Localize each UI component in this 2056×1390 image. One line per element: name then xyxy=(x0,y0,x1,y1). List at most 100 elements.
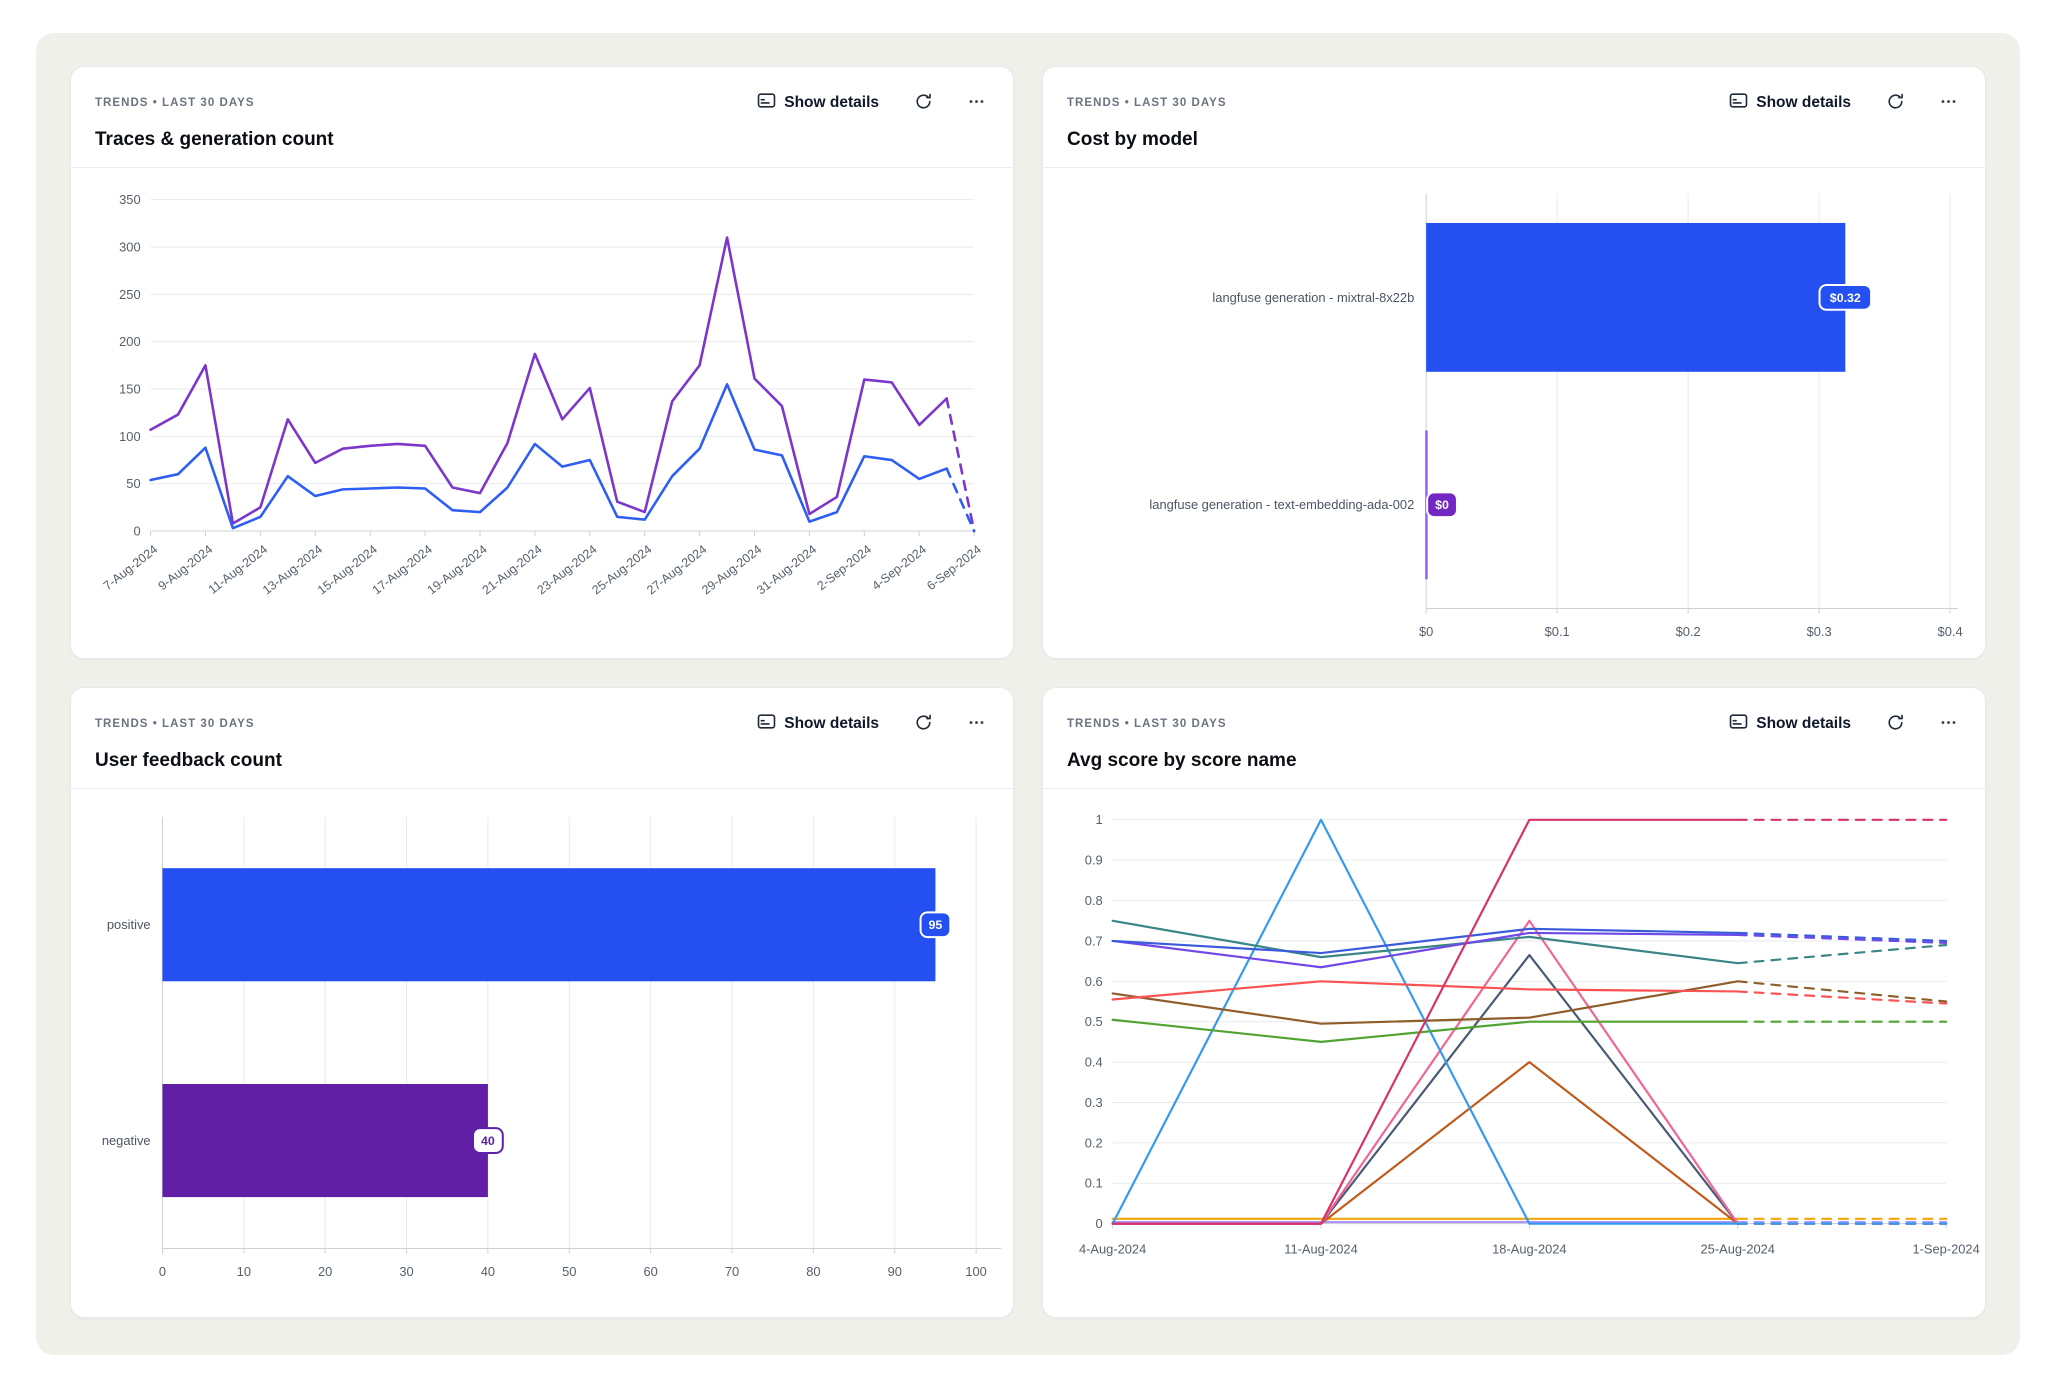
svg-text:0: 0 xyxy=(133,524,140,539)
avg-score-chart: 0 0.1 0.2 0.3 0.4 0.5 0.6 0.7 0.8 0.9 1 4-Aug-2024 1… xyxy=(1079,812,1980,1256)
show-details-button[interactable]: Show details xyxy=(751,708,885,740)
svg-text:70: 70 xyxy=(725,1264,739,1279)
show-details-label: Show details xyxy=(1756,715,1851,732)
svg-text:29-Aug-2024: 29-Aug-2024 xyxy=(699,542,764,597)
svg-text:positive: positive xyxy=(107,917,151,932)
svg-text:25-Aug-2024: 25-Aug-2024 xyxy=(589,542,654,597)
svg-text:0.7: 0.7 xyxy=(1085,933,1103,948)
svg-text:11-Aug-2024: 11-Aug-2024 xyxy=(1284,1241,1358,1256)
card-title: User feedback count xyxy=(95,750,282,771)
more-menu-button[interactable] xyxy=(1934,708,1963,740)
card-cost-by-model: TRENDS • LAST 30 DAYS Show details xyxy=(1042,66,1986,659)
dashboard-grid: TRENDS • LAST 30 DAYS Show details xyxy=(70,66,1986,1318)
svg-text:$0.3: $0.3 xyxy=(1807,624,1832,639)
card-title: Cost by model xyxy=(1067,129,1198,150)
svg-text:23-Aug-2024: 23-Aug-2024 xyxy=(534,542,599,597)
svg-text:1-Sep-2024: 1-Sep-2024 xyxy=(1912,1241,1979,1256)
refresh-button[interactable] xyxy=(1881,708,1910,740)
svg-text:7-Aug-2024: 7-Aug-2024 xyxy=(101,542,161,593)
svg-text:300: 300 xyxy=(119,239,140,254)
svg-text:0.6: 0.6 xyxy=(1085,974,1103,989)
details-icon xyxy=(757,91,776,115)
more-menu-button[interactable] xyxy=(1934,87,1963,119)
refresh-button[interactable] xyxy=(909,87,938,119)
svg-text:2-Sep-2024: 2-Sep-2024 xyxy=(814,542,874,593)
details-icon xyxy=(1729,91,1748,115)
svg-text:4-Sep-2024: 4-Sep-2024 xyxy=(869,542,929,593)
card-eyebrow: TRENDS • LAST 30 DAYS xyxy=(95,97,255,109)
card-avg-score: TRENDS • LAST 30 DAYS Show details xyxy=(1042,687,1986,1318)
refresh-button[interactable] xyxy=(909,708,938,740)
svg-text:negative: negative xyxy=(102,1133,151,1148)
card-header: TRENDS • LAST 30 DAYS Show details xyxy=(1043,688,1985,789)
dashboard-panel: TRENDS • LAST 30 DAYS Show details xyxy=(36,33,2020,1355)
card-eyebrow: TRENDS • LAST 30 DAYS xyxy=(1067,97,1227,109)
more-menu-button[interactable] xyxy=(962,708,991,740)
show-details-label: Show details xyxy=(784,715,879,732)
svg-text:150: 150 xyxy=(119,381,140,396)
card-body: $0 $0.1 $0.2 $0.3 $0.4 langfuse generation - … xyxy=(1043,168,1985,658)
cost-by-model-chart: $0 $0.1 $0.2 $0.3 $0.4 langfuse generation - … xyxy=(1149,193,1963,639)
more-menu-button[interactable] xyxy=(962,87,991,119)
show-details-button[interactable]: Show details xyxy=(1723,708,1857,740)
details-icon xyxy=(757,712,776,736)
svg-text:$0: $0 xyxy=(1435,498,1449,512)
ellipsis-icon xyxy=(1939,92,1958,114)
show-details-label: Show details xyxy=(1756,94,1851,111)
svg-text:80: 80 xyxy=(806,1264,820,1279)
svg-text:0.4: 0.4 xyxy=(1085,1055,1103,1070)
svg-text:4-Aug-2024: 4-Aug-2024 xyxy=(1079,1241,1146,1256)
traces-generation-chart: 0501001502002503003507-Aug-20249-Aug-202… xyxy=(101,192,984,597)
svg-text:31-Aug-2024: 31-Aug-2024 xyxy=(754,542,819,597)
svg-text:95: 95 xyxy=(929,918,943,932)
refresh-icon xyxy=(1886,92,1905,114)
svg-text:250: 250 xyxy=(119,287,140,302)
svg-text:90: 90 xyxy=(888,1264,902,1279)
svg-text:25-Aug-2024: 25-Aug-2024 xyxy=(1701,1241,1775,1256)
ellipsis-icon xyxy=(1939,713,1958,735)
refresh-button[interactable] xyxy=(1881,87,1910,119)
card-header: TRENDS • LAST 30 DAYS Show details xyxy=(1043,67,1985,168)
refresh-icon xyxy=(914,713,933,735)
svg-text:0.8: 0.8 xyxy=(1085,893,1103,908)
svg-text:50: 50 xyxy=(126,476,140,491)
user-feedback-chart: 0 10 20 30 40 50 60 70 80 90 100 positive 95 negative… xyxy=(102,816,1001,1279)
svg-text:0.2: 0.2 xyxy=(1085,1135,1103,1150)
svg-text:40: 40 xyxy=(481,1134,495,1148)
card-body: 0 10 20 30 40 50 60 70 80 90 100 positive 95 negative… xyxy=(71,789,1013,1317)
svg-text:350: 350 xyxy=(119,192,140,207)
svg-text:15-Aug-2024: 15-Aug-2024 xyxy=(315,542,380,597)
svg-text:$0.4: $0.4 xyxy=(1938,624,1963,639)
svg-text:50: 50 xyxy=(562,1264,576,1279)
card-body: 0 0.1 0.2 0.3 0.4 0.5 0.6 0.7 0.8 0.9 1 4-Aug-2024 1… xyxy=(1043,789,1985,1317)
svg-text:0.5: 0.5 xyxy=(1085,1014,1103,1029)
svg-text:21-Aug-2024: 21-Aug-2024 xyxy=(480,542,545,597)
svg-text:100: 100 xyxy=(965,1264,986,1279)
svg-text:30: 30 xyxy=(399,1264,413,1279)
svg-text:1: 1 xyxy=(1096,812,1103,827)
svg-text:$0.2: $0.2 xyxy=(1676,624,1701,639)
card-header: TRENDS • LAST 30 DAYS Show details xyxy=(71,67,1013,168)
svg-text:20: 20 xyxy=(318,1264,332,1279)
svg-text:langfuse generation - mixtral-: langfuse generation - mixtral-8x22b xyxy=(1212,290,1414,305)
svg-text:0: 0 xyxy=(1096,1216,1103,1231)
svg-text:27-Aug-2024: 27-Aug-2024 xyxy=(644,542,709,597)
ellipsis-icon xyxy=(967,92,986,114)
svg-text:60: 60 xyxy=(643,1264,657,1279)
svg-text:0.9: 0.9 xyxy=(1085,853,1103,868)
svg-text:13-Aug-2024: 13-Aug-2024 xyxy=(260,542,325,597)
card-title: Traces & generation count xyxy=(95,129,334,150)
refresh-icon xyxy=(914,92,933,114)
svg-text:0.3: 0.3 xyxy=(1085,1095,1103,1110)
svg-text:10: 10 xyxy=(237,1264,251,1279)
show-details-label: Show details xyxy=(784,94,879,111)
show-details-button[interactable]: Show details xyxy=(1723,87,1857,119)
svg-text:0: 0 xyxy=(159,1264,166,1279)
ellipsis-icon xyxy=(967,713,986,735)
card-traces-generation: TRENDS • LAST 30 DAYS Show details xyxy=(70,66,1014,659)
details-icon xyxy=(1729,712,1748,736)
card-body: 0 50 100 150 200 250 300 350 7-Aug-2024 9-Aug-202… xyxy=(71,168,1013,658)
card-title: Avg score by score name xyxy=(1067,750,1297,771)
svg-text:17-Aug-2024: 17-Aug-2024 xyxy=(370,542,435,597)
show-details-button[interactable]: Show details xyxy=(751,87,885,119)
